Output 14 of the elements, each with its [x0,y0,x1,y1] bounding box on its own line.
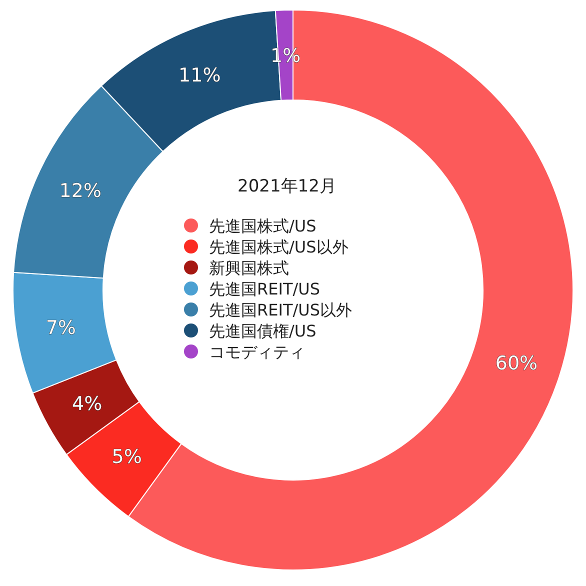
data-label: 4% [72,393,102,416]
data-label: 7% [46,316,76,339]
legend-label: コモディティ [209,342,305,362]
text: 2021年12月 [238,176,336,196]
data-label: 5% [112,446,142,468]
legend-label: 先進国株式/US [209,216,316,236]
data-label: 11% [178,64,221,86]
data-label: 12% [59,180,102,202]
legend-label: 先進国株式/US以外 [209,238,348,256]
legend-label: 先進国REIT/US [209,280,320,298]
legend-label: 先進国REIT/US以外 [209,300,352,320]
legend-label: 先進国債権/US [209,322,316,340]
data-label: 60% [495,352,538,375]
legend-label: 新興国株式 [209,258,289,278]
